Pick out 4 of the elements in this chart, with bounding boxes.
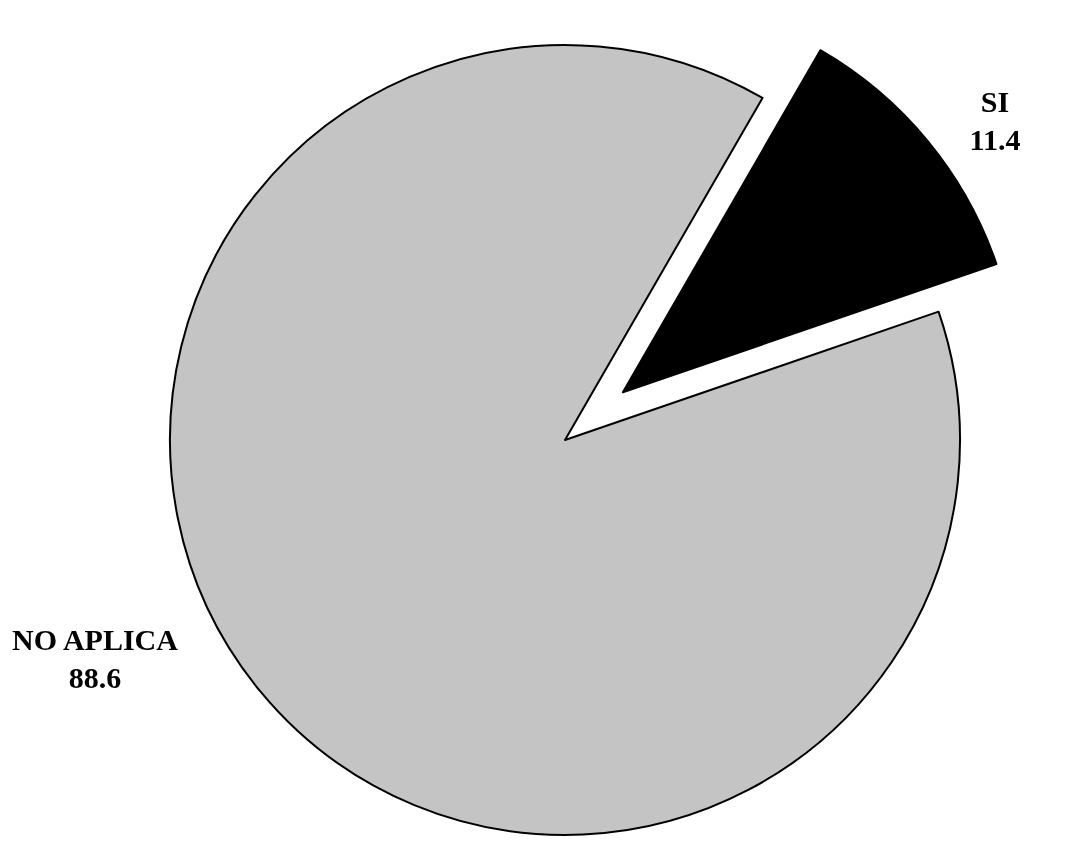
data-label: 88.6 [68, 661, 122, 694]
slice-label: SI [980, 85, 1010, 118]
data-label: 11.4 [969, 123, 1021, 156]
slice-label: NO APLICA [12, 623, 179, 656]
